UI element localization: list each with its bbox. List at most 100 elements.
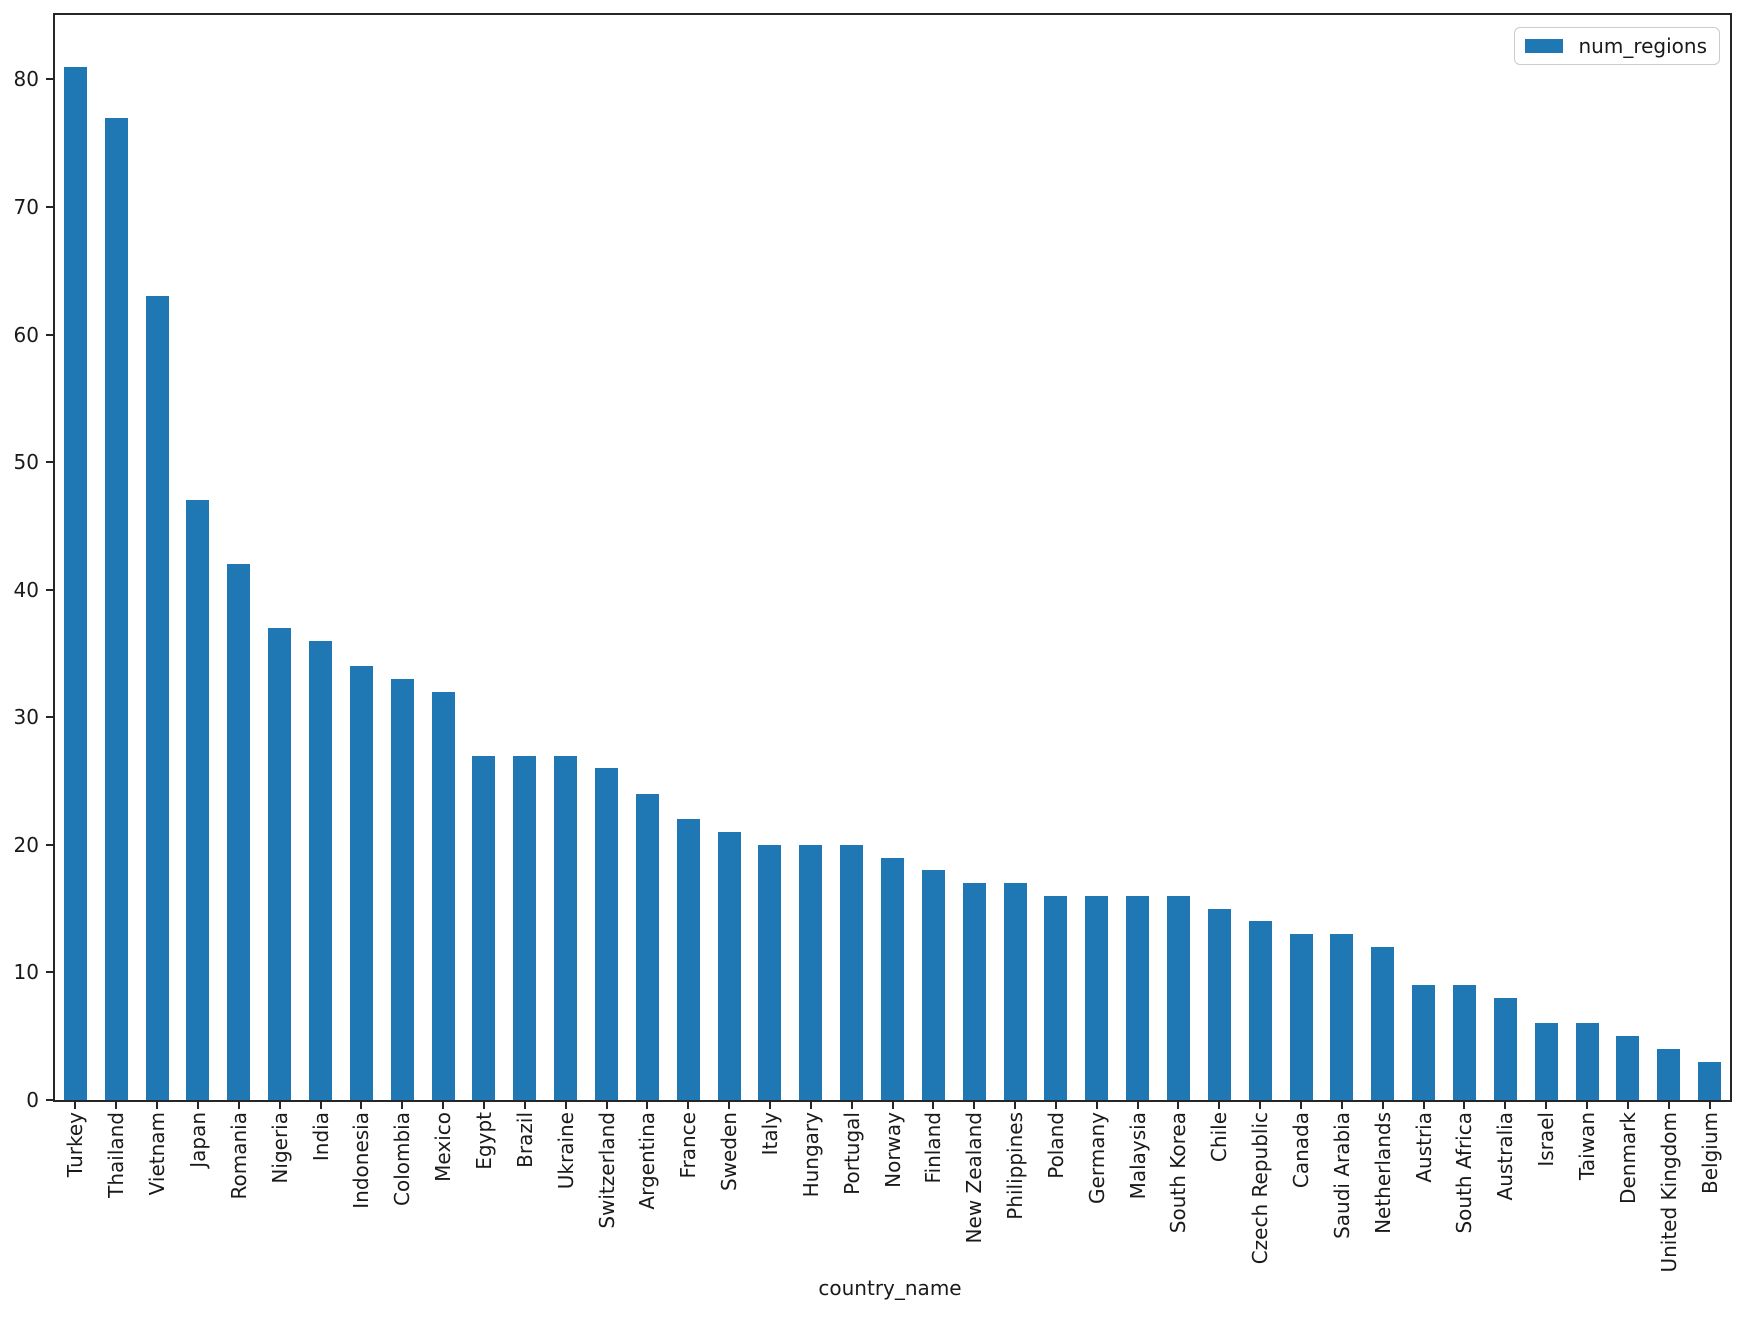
x-tick-label: Thailand: [104, 1112, 129, 1198]
x-tick-label: Portugal: [839, 1112, 864, 1195]
bar-nigeria: [268, 627, 292, 1100]
x-tick-label: Mexico: [431, 1112, 456, 1182]
x-tick-label: South Korea: [1166, 1112, 1191, 1234]
x-tick-mark: [1300, 1102, 1303, 1109]
bar-new-zealand: [962, 883, 986, 1100]
x-tick-mark: [646, 1102, 649, 1109]
x-tick-mark: [850, 1102, 853, 1109]
x-tick-mark: [1422, 1102, 1425, 1109]
x-tick-label: Vietnam: [145, 1112, 170, 1196]
x-tick-mark: [891, 1102, 894, 1109]
bar-romania: [227, 564, 251, 1100]
y-tick-label: 80: [13, 67, 39, 92]
x-tick-mark: [1218, 1102, 1221, 1109]
x-tick-label: Denmark: [1615, 1112, 1640, 1204]
bar-mexico: [431, 691, 455, 1100]
x-tick-label: Ukraine: [553, 1112, 578, 1190]
x-tick-label: Turkey: [63, 1112, 88, 1178]
y-tick-mark: [46, 843, 53, 846]
x-tick-mark: [237, 1102, 240, 1109]
x-tick-mark: [1667, 1102, 1670, 1109]
x-tick-mark: [809, 1102, 812, 1109]
x-tick-mark: [687, 1102, 690, 1109]
x-tick-mark: [1340, 1102, 1343, 1109]
x-tick-mark: [156, 1102, 159, 1109]
x-tick-mark: [442, 1102, 445, 1109]
y-tick-mark: [46, 205, 53, 208]
legend: num_regions: [1514, 27, 1720, 65]
bar-ukraine: [554, 755, 578, 1100]
x-tick-label: India: [308, 1112, 333, 1162]
bar-japan: [186, 500, 210, 1100]
legend-label: num_regions: [1578, 34, 1707, 58]
y-tick-label: 60: [13, 322, 39, 347]
x-tick-mark: [605, 1102, 608, 1109]
x-tick-label: Netherlands: [1370, 1112, 1395, 1234]
bar-malaysia: [1126, 895, 1150, 1100]
bar-hungary: [799, 844, 823, 1100]
x-tick-mark: [1014, 1102, 1017, 1109]
y-tick-mark: [46, 588, 53, 591]
bar-israel: [1534, 1023, 1558, 1100]
bar-philippines: [1003, 883, 1027, 1100]
x-tick-label: Austria: [1411, 1112, 1436, 1183]
y-tick-mark: [46, 78, 53, 81]
bar-czech-republic: [1248, 921, 1272, 1100]
bar-brazil: [513, 755, 537, 1100]
x-tick-mark: [1095, 1102, 1098, 1109]
bar-belgium: [1698, 1061, 1722, 1100]
x-tick-mark: [728, 1102, 731, 1109]
bar-germany: [1085, 895, 1109, 1100]
x-tick-label: Saudi Arabia: [1329, 1112, 1354, 1239]
bar-switzerland: [595, 768, 619, 1100]
y-tick-label: 30: [13, 705, 39, 730]
y-tick-label: 40: [13, 577, 39, 602]
x-tick-label: Nigeria: [267, 1112, 292, 1184]
bar-colombia: [390, 679, 414, 1100]
x-axis-title: country_name: [818, 1276, 962, 1300]
x-tick-label: Colombia: [390, 1112, 415, 1206]
bar-sweden: [717, 832, 741, 1100]
x-tick-label: Finland: [921, 1112, 946, 1184]
plot-area: num_regions 0 10 20 30 40 50 60 70 80 Turkey Thail…: [14, 13, 1732, 1273]
bar-netherlands: [1371, 946, 1395, 1100]
x-tick-label: Japan: [185, 1112, 210, 1168]
bar-turkey: [63, 66, 87, 1100]
x-tick-mark: [932, 1102, 935, 1109]
bar-saudi-arabia: [1330, 934, 1354, 1100]
x-tick-mark: [768, 1102, 771, 1109]
bar-portugal: [840, 844, 864, 1100]
x-tick-label: France: [676, 1112, 701, 1179]
x-tick-mark: [196, 1102, 199, 1109]
bar-france: [676, 819, 700, 1100]
x-tick-label: Norway: [880, 1112, 905, 1188]
x-tick-label: South Africa: [1452, 1112, 1477, 1234]
bar-norway: [881, 857, 904, 1100]
x-tick-label: Belgium: [1697, 1112, 1722, 1194]
x-tick-label: Israel: [1534, 1112, 1559, 1167]
x-tick-label: United Kingdom: [1656, 1112, 1681, 1273]
y-tick-label: 10: [13, 960, 39, 985]
bar-thailand: [104, 117, 128, 1100]
bar-vietnam: [145, 296, 169, 1100]
x-tick-mark: [973, 1102, 976, 1109]
x-tick-label: Italy: [757, 1112, 782, 1156]
x-tick-label: Taiwan: [1575, 1112, 1599, 1181]
bar-india: [309, 640, 333, 1100]
bar-australia: [1493, 997, 1517, 1100]
bar-egypt: [472, 755, 496, 1100]
x-tick-label: Germany: [1084, 1112, 1109, 1204]
x-tick-mark: [564, 1102, 567, 1109]
x-tick-mark: [1136, 1102, 1139, 1109]
x-tick-mark: [1545, 1102, 1548, 1109]
x-tick-label: Switzerland: [594, 1112, 619, 1229]
x-tick-label: Brazil: [512, 1112, 537, 1168]
x-tick-label: Australia: [1493, 1112, 1518, 1201]
bar-poland: [1044, 895, 1068, 1100]
bar-united-kingdom: [1657, 1048, 1681, 1100]
y-tick-mark: [46, 333, 53, 336]
x-tick-mark: [401, 1102, 404, 1109]
bar-finland: [921, 870, 945, 1100]
x-tick-label: New Zealand: [962, 1112, 987, 1244]
